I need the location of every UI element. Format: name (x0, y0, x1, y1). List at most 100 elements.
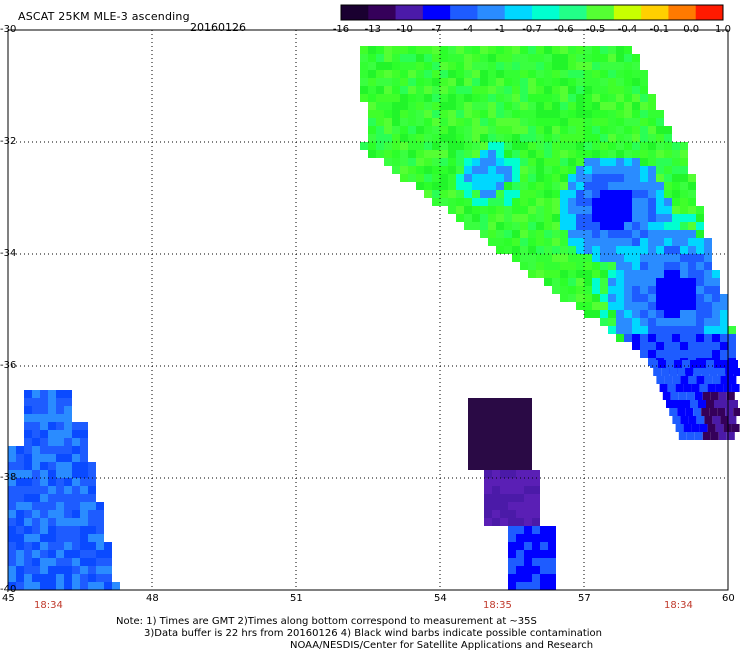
data-cell (608, 182, 616, 190)
data-cell (80, 574, 88, 582)
data-cell (24, 558, 32, 566)
data-cell (696, 318, 704, 326)
data-cell (88, 574, 96, 582)
data-cell (64, 566, 72, 574)
data-cell (616, 318, 624, 326)
data-cell (576, 206, 584, 214)
data-cell (512, 174, 520, 182)
data-cell (532, 518, 540, 526)
data-cell (32, 478, 40, 486)
data-cell (516, 502, 524, 510)
data-cell (56, 414, 64, 422)
data-cell (64, 470, 72, 478)
data-cell (512, 190, 520, 198)
data-cell (496, 46, 504, 54)
data-cell (576, 94, 584, 102)
data-cell (496, 134, 504, 142)
data-cell (496, 102, 504, 110)
data-cell (632, 206, 640, 214)
data-cell (632, 150, 640, 158)
data-cell (552, 70, 560, 78)
data-cell (677, 408, 686, 416)
data-cell (600, 70, 608, 78)
data-cell (64, 550, 72, 558)
data-cell (532, 478, 540, 486)
data-cell (468, 462, 476, 470)
data-cell (608, 278, 616, 286)
data-cell (496, 190, 504, 198)
data-cell (432, 102, 440, 110)
data-cell (664, 376, 673, 384)
data-cell (524, 470, 532, 478)
data-cell (40, 494, 48, 502)
data-cell (560, 126, 568, 134)
data-cell (496, 142, 504, 150)
data-cell (72, 486, 80, 494)
data-cell (24, 518, 32, 526)
data-cell (500, 430, 508, 438)
data-cell (400, 110, 408, 118)
data-cell (504, 118, 512, 126)
data-cell (656, 190, 664, 198)
data-cell (104, 574, 112, 582)
data-cell (592, 278, 600, 286)
data-cell (560, 94, 568, 102)
data-cell (584, 294, 592, 302)
data-cell (80, 422, 88, 430)
data-cell (80, 470, 88, 478)
data-cell (520, 174, 528, 182)
data-cell (648, 166, 656, 174)
data-cell (392, 134, 400, 142)
data-cell (680, 206, 688, 214)
data-cell (512, 254, 520, 262)
data-cell (72, 534, 80, 542)
data-cell (360, 78, 368, 86)
data-cell (584, 302, 592, 310)
data-cell (392, 118, 400, 126)
data-cell (440, 78, 448, 86)
data-cell (544, 206, 552, 214)
data-cell (592, 46, 600, 54)
data-cell (528, 214, 536, 222)
data-cell (440, 126, 448, 134)
data-cell (552, 134, 560, 142)
data-cell (544, 230, 552, 238)
data-cell (496, 206, 504, 214)
data-cell (400, 142, 408, 150)
data-cell (568, 62, 576, 70)
data-cell (688, 182, 696, 190)
data-cell (600, 166, 608, 174)
data-cell (640, 126, 648, 134)
data-cell (400, 54, 408, 62)
data-cell (560, 118, 568, 126)
data-cell (488, 150, 496, 158)
data-cell (560, 286, 568, 294)
data-cell (16, 574, 24, 582)
data-cell (468, 454, 476, 462)
data-cell (552, 110, 560, 118)
data-cell (648, 150, 656, 158)
data-cell (88, 486, 96, 494)
data-cell (456, 190, 464, 198)
data-cell (408, 78, 416, 86)
data-cell (448, 70, 456, 78)
data-cell (712, 270, 720, 278)
data-cell (600, 310, 608, 318)
data-cell (472, 198, 480, 206)
data-cell (24, 438, 32, 446)
data-cell (56, 422, 64, 430)
data-cell (508, 478, 516, 486)
data-cell (624, 142, 632, 150)
data-cell (616, 102, 624, 110)
data-cell (516, 438, 524, 446)
data-cell (492, 454, 500, 462)
data-cell (656, 150, 664, 158)
data-cell (672, 174, 680, 182)
data-cell (424, 70, 432, 78)
data-cell (488, 110, 496, 118)
data-cell (584, 286, 592, 294)
data-cell (584, 54, 592, 62)
data-cell (552, 230, 560, 238)
data-cell (520, 190, 528, 198)
data-cell (616, 302, 624, 310)
